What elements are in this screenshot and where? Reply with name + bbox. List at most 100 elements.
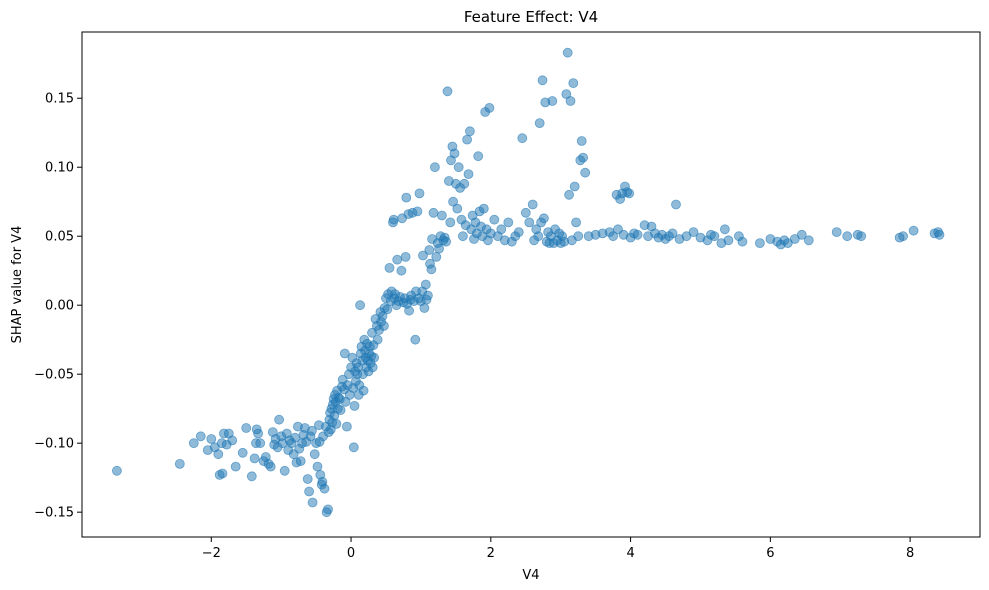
scatter-point bbox=[255, 438, 266, 449]
scatter-point bbox=[217, 468, 228, 479]
scatter-point bbox=[358, 385, 369, 396]
scatter-point bbox=[688, 227, 699, 238]
x-axis-label: V4 bbox=[522, 568, 539, 583]
scatter-point bbox=[569, 181, 580, 192]
scatter-point bbox=[513, 227, 524, 238]
y-tick-label: 0.10 bbox=[45, 161, 74, 176]
scatter-point bbox=[520, 207, 531, 218]
y-tick-label: 0.00 bbox=[45, 299, 74, 314]
scatter-point bbox=[241, 423, 252, 433]
scatter-point bbox=[436, 210, 447, 221]
scatter-point bbox=[188, 438, 199, 449]
scatter-point bbox=[534, 118, 545, 128]
scatter-point bbox=[667, 228, 678, 239]
x-tick-label: 8 bbox=[906, 546, 914, 561]
scatter-point bbox=[755, 238, 765, 249]
scatter-point bbox=[396, 265, 407, 276]
scatter-point bbox=[457, 231, 468, 242]
scatter-point bbox=[414, 188, 425, 199]
scatter-point bbox=[251, 424, 262, 435]
scatter-point bbox=[624, 188, 635, 199]
scatter-point bbox=[420, 279, 431, 290]
scatter-point bbox=[527, 199, 538, 210]
chart-title: Feature Effect: V4 bbox=[464, 8, 598, 26]
scatter-point bbox=[445, 217, 456, 228]
scatter-point bbox=[539, 213, 549, 224]
plot-frame bbox=[81, 31, 981, 538]
scatter-point bbox=[323, 504, 333, 515]
scatter-point bbox=[339, 348, 350, 359]
scatter-point bbox=[533, 231, 544, 242]
scatter-point bbox=[369, 352, 380, 363]
scatter-point bbox=[568, 78, 579, 88]
y-tick-label: 0.05 bbox=[45, 230, 74, 245]
scatter-point bbox=[709, 231, 720, 242]
scatter-point bbox=[382, 304, 393, 315]
scatter-point bbox=[796, 229, 807, 240]
scatter-point bbox=[367, 362, 378, 373]
scatter-point bbox=[737, 236, 748, 247]
scatter-point bbox=[831, 227, 842, 238]
scatter-point bbox=[580, 167, 591, 178]
scatter-point bbox=[489, 214, 500, 225]
scatter-point bbox=[424, 245, 435, 255]
y-tick-label: 0.15 bbox=[45, 92, 74, 107]
scatter-point bbox=[174, 458, 185, 469]
x-tick-label: 4 bbox=[626, 546, 634, 561]
scatter-point bbox=[404, 305, 415, 316]
scatter-point bbox=[355, 300, 366, 311]
scatter-point bbox=[309, 449, 320, 460]
scatter-point bbox=[227, 435, 238, 446]
scatter-points bbox=[112, 47, 945, 518]
scatter-point bbox=[462, 134, 473, 145]
scatter-point bbox=[307, 497, 318, 508]
scatter-point bbox=[302, 474, 313, 484]
scatter-point bbox=[632, 229, 643, 240]
scatter-point bbox=[384, 262, 395, 273]
scatter-point bbox=[428, 207, 439, 218]
x-tick-label: 2 bbox=[487, 546, 495, 561]
scatter-point bbox=[206, 434, 217, 444]
scatter-point bbox=[274, 414, 285, 425]
y-axis: −0.15 −0.10 −0.05 0.00 0.05 0.10 0.15 bbox=[34, 92, 82, 521]
scatter-point bbox=[246, 471, 257, 482]
scatter-point bbox=[388, 214, 399, 225]
scatter-point bbox=[349, 400, 360, 411]
x-tick-label: −2 bbox=[202, 546, 221, 561]
scatter-point bbox=[524, 217, 535, 228]
y-axis-label: SHAP value for V4 bbox=[10, 226, 25, 344]
scatter-point bbox=[237, 447, 248, 458]
scatter-point bbox=[473, 151, 484, 162]
scatter-point bbox=[410, 334, 421, 345]
y-tick-label: −0.15 bbox=[34, 506, 74, 521]
scatter-point bbox=[230, 461, 241, 472]
scatter-point bbox=[422, 290, 433, 301]
scatter-point bbox=[720, 224, 730, 235]
scatter-point bbox=[517, 133, 528, 144]
scatter-point bbox=[547, 96, 558, 106]
scatter-point bbox=[341, 421, 352, 432]
scatter-point bbox=[463, 169, 474, 180]
scatter-point bbox=[265, 461, 276, 472]
scatter-point bbox=[412, 206, 423, 217]
x-axis: −2 0 2 4 6 8 bbox=[202, 537, 914, 561]
scatter-point bbox=[304, 486, 315, 497]
scatter-point bbox=[434, 243, 445, 254]
scatter-point bbox=[459, 178, 470, 189]
scatter-point bbox=[608, 231, 618, 242]
scatter-point bbox=[856, 231, 867, 242]
scatter-point bbox=[442, 86, 453, 97]
scatter-point bbox=[348, 442, 359, 453]
scatter-point bbox=[431, 251, 442, 262]
scatter-point bbox=[426, 264, 437, 275]
scatter-point bbox=[449, 148, 460, 159]
y-tick-label: −0.05 bbox=[34, 368, 74, 383]
scatter-point bbox=[464, 126, 475, 137]
scatter-point bbox=[571, 217, 581, 228]
scatter-point bbox=[723, 235, 734, 246]
scatter-point bbox=[401, 192, 412, 203]
scatter-point bbox=[934, 229, 945, 240]
scatter-point bbox=[803, 235, 814, 246]
scatter-point bbox=[331, 418, 342, 429]
scatter-point bbox=[378, 320, 389, 331]
